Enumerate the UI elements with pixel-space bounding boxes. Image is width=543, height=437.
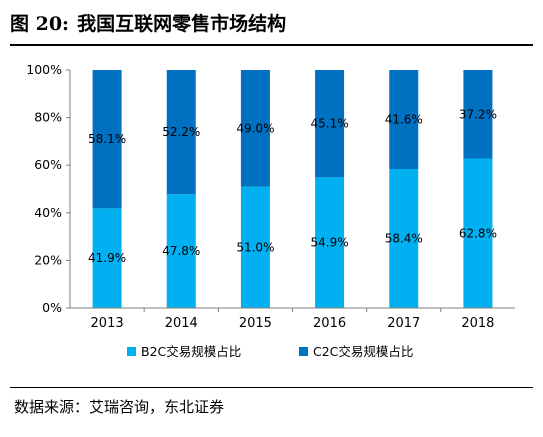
y-tick-label: 100% xyxy=(26,62,62,77)
figure-number: 图 20: xyxy=(10,13,70,35)
bar-value-label: 58.4% xyxy=(385,232,423,246)
x-tick-label: 2017 xyxy=(387,316,420,331)
y-tick-label: 80% xyxy=(34,110,62,125)
bar-value-label: 37.2% xyxy=(459,107,497,121)
bar-value-label: 49.0% xyxy=(236,121,274,135)
bar-value-label: 47.8% xyxy=(162,244,200,258)
y-tick-label: 0% xyxy=(42,300,62,315)
bar-segment-c2c-2017 xyxy=(389,70,419,170)
y-tick-label: 60% xyxy=(34,157,62,172)
bar-segment-b2c-2013 xyxy=(92,208,122,308)
bars xyxy=(92,70,493,308)
x-tick-label: 2014 xyxy=(165,316,198,331)
bar-segment-c2c-2018 xyxy=(463,70,493,159)
y-axis: 0% 20% 40% 60% 80% 100% xyxy=(26,62,71,315)
data-labels: 41.9% 58.1% 47.8% 52.2% 51.0% 49.0% 54.9% 45.1%… xyxy=(88,107,497,265)
source-divider xyxy=(10,387,533,388)
bar-segment-b2c-2018 xyxy=(463,158,493,308)
legend-swatch xyxy=(299,347,308,356)
legend-label: C2C交易规模占比 xyxy=(313,344,413,359)
source-note: 数据来源：艾瑞咨询，东北证券 xyxy=(14,398,225,416)
y-tick-label: 40% xyxy=(34,205,62,220)
x-tick-label: 2016 xyxy=(313,316,346,331)
bar-value-label: 45.1% xyxy=(311,117,349,131)
bar-segment-b2c-2014 xyxy=(166,194,196,308)
title-divider xyxy=(10,44,533,46)
bar-segment-b2c-2015 xyxy=(240,186,270,308)
bar-value-label: 52.2% xyxy=(162,125,200,139)
x-axis: 2013 2014 2015 2016 2017 2018 xyxy=(70,307,515,331)
stacked-bar-chart: 0% 20% 40% 60% 80% 100% 41.9% 58.1% 47.8% 52.2% 5… xyxy=(26,62,515,359)
bar-value-label: 41.6% xyxy=(385,113,423,127)
x-tick-label: 2013 xyxy=(91,316,124,331)
bar-segment-b2c-2017 xyxy=(389,169,419,308)
bar-segment-c2c-2013 xyxy=(92,70,122,209)
legend-swatch xyxy=(127,347,136,356)
bar-value-label: 41.9% xyxy=(88,251,126,265)
bar-segment-b2c-2016 xyxy=(315,177,345,308)
bar-segment-c2c-2016 xyxy=(315,70,345,178)
x-tick-label: 2015 xyxy=(239,316,272,331)
bar-value-label: 58.1% xyxy=(88,132,126,146)
y-tick-label: 20% xyxy=(34,252,62,267)
bar-value-label: 51.0% xyxy=(236,240,274,254)
figure-title: 图 20: 我国互联网零售市场结构 xyxy=(10,6,533,42)
figure-title-text: 我国互联网零售市场结构 xyxy=(77,13,287,35)
legend-label: B2C交易规模占比 xyxy=(141,344,241,359)
bar-value-label: 54.9% xyxy=(311,236,349,250)
x-tick-label: 2018 xyxy=(461,316,494,331)
bar-value-label: 62.8% xyxy=(459,226,497,240)
bar-segment-c2c-2014 xyxy=(166,70,196,195)
legend: B2C交易规模占比 C2C交易规模占比 xyxy=(127,344,413,359)
bar-segment-c2c-2015 xyxy=(240,70,270,187)
